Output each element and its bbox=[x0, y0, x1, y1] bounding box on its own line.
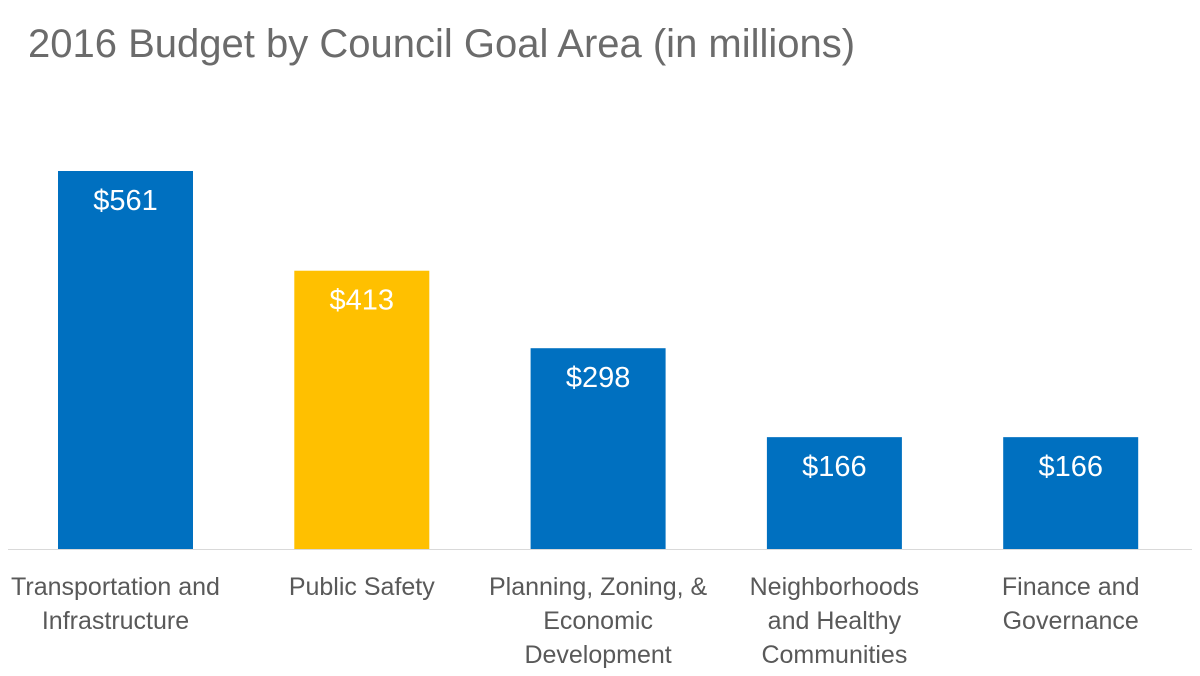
bar bbox=[294, 270, 430, 549]
data-label: $298 bbox=[566, 362, 631, 394]
data-label: $561 bbox=[93, 185, 158, 217]
category-label: Governance bbox=[1003, 607, 1139, 635]
bar bbox=[1003, 437, 1139, 549]
category-label: and Healthy bbox=[768, 607, 902, 635]
category-label: Public Safety bbox=[289, 573, 435, 601]
chart-title: 2016 Budget by Council Goal Area (in mil… bbox=[28, 22, 856, 66]
category-label: Neighborhoods bbox=[750, 573, 920, 601]
bar bbox=[766, 437, 902, 549]
category-label: Finance and bbox=[1002, 573, 1140, 601]
bar bbox=[530, 348, 666, 549]
data-label: $166 bbox=[802, 451, 867, 483]
category-label: Communities bbox=[761, 641, 907, 669]
category-label: Transportation and bbox=[11, 573, 220, 601]
category-label: Economic bbox=[543, 607, 653, 635]
category-label: Planning, Zoning, & bbox=[489, 573, 708, 601]
data-label: $413 bbox=[330, 285, 395, 317]
category-label: Development bbox=[524, 641, 671, 669]
bar bbox=[58, 171, 193, 549]
category-label: Infrastructure bbox=[42, 607, 189, 635]
data-label: $166 bbox=[1038, 451, 1103, 483]
